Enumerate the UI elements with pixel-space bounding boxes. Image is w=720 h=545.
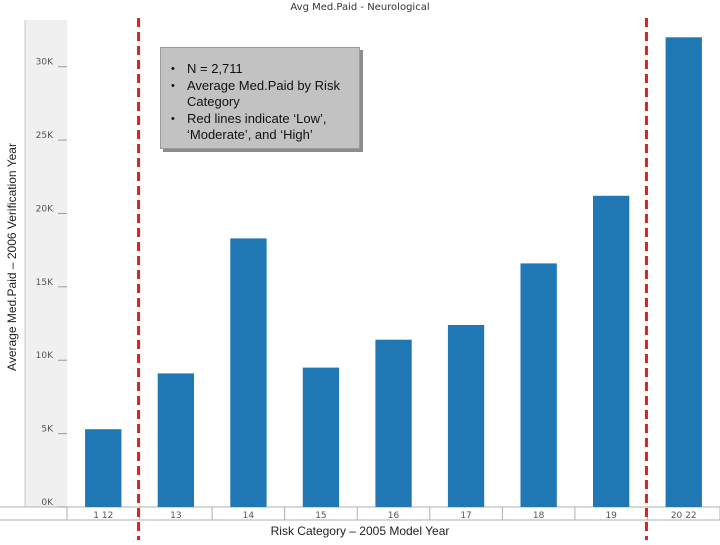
bar (302, 367, 340, 507)
threshold-lines-group (137, 18, 648, 540)
annotation-item: Average Med.Paid by Risk Category (169, 78, 353, 111)
x-tick-label: 17 (460, 511, 471, 521)
bar (593, 195, 630, 508)
bar (230, 238, 267, 507)
y-tick-label: 25K (36, 131, 54, 141)
annotation-list: N = 2,711 Average Med.Paid by Risk Categ… (169, 61, 353, 144)
chart-title: Avg Med.Paid - Neurological (290, 2, 429, 13)
bar (375, 339, 412, 507)
x-tick-label: 16 (388, 511, 400, 521)
y-ticks-group: 0K 5K 10K 15K 20K 25K 30K (36, 58, 67, 508)
y-tick-label: 0K (41, 498, 54, 508)
bar (85, 429, 122, 507)
y-axis-label: Average Med.Paid – 2006 Verification Yea… (5, 143, 19, 371)
x-tick-label: 20 22 (671, 511, 697, 521)
annotation-item: Red lines indicate ‘Low’, ‘Moderate’, an… (169, 111, 353, 144)
annotation-item: N = 2,711 (169, 61, 353, 78)
bar (665, 37, 702, 508)
x-tick-label: 13 (170, 511, 181, 521)
x-tick-label: 14 (243, 511, 255, 521)
x-ticks-group: 1 12 13 14 15 16 17 18 19 20 22 (66, 507, 720, 521)
y-tick-label: 20K (36, 204, 54, 214)
x-tick-label: 18 (533, 511, 545, 521)
x-tick-label: 1 12 (93, 511, 113, 521)
bar (157, 373, 194, 507)
annotation-box: N = 2,711 Average Med.Paid by Risk Categ… (160, 47, 360, 149)
bars-group (85, 37, 702, 508)
y-tick-label: 10K (36, 351, 54, 361)
x-tick-label: 15 (315, 511, 326, 521)
y-tick-label: 15K (36, 278, 54, 288)
y-axis-band (25, 20, 67, 507)
y-tick-label: 30K (36, 58, 54, 68)
bar (520, 263, 557, 507)
y-tick-label: 5K (41, 425, 54, 435)
x-tick-label: 19 (605, 511, 617, 521)
bar (447, 325, 485, 507)
x-axis-label: Risk Category – 2005 Model Year (271, 524, 450, 538)
